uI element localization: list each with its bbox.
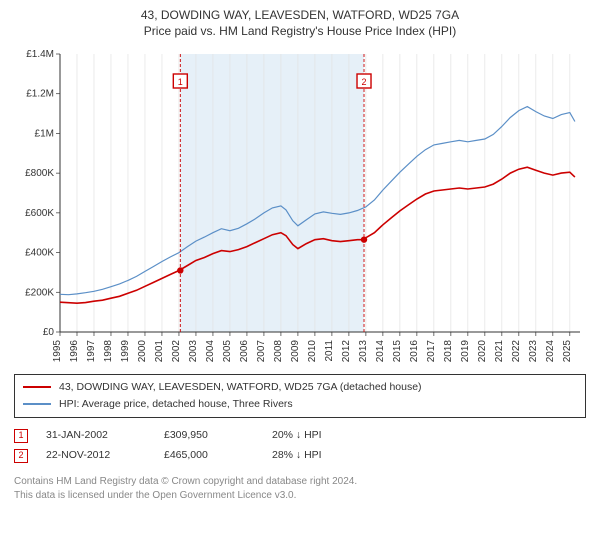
svg-text:2020: 2020 [477,340,488,363]
svg-text:2000: 2000 [137,340,148,363]
svg-text:1999: 1999 [120,340,131,363]
svg-text:1997: 1997 [86,340,97,363]
svg-text:2005: 2005 [222,340,233,363]
svg-text:£200K: £200K [25,287,54,298]
svg-text:2015: 2015 [392,340,403,363]
sale-diff: 20% ↓ HPI [272,426,362,446]
svg-text:1995: 1995 [52,340,63,363]
sale-price: £465,000 [164,446,254,466]
svg-text:£1.4M: £1.4M [26,49,54,60]
legend-row: 43, DOWDING WAY, LEAVESDEN, WATFORD, WD2… [23,379,577,396]
chart-area: 1995 1996 1997 1998 1999 2000 2001 2002 2003 2004… [14,48,586,368]
svg-text:2016: 2016 [409,340,420,363]
footer-line-2: This data is licensed under the Open Gov… [14,489,586,503]
svg-text:£0: £0 [43,327,55,338]
legend-row: HPI: Average price, detached house, Thre… [23,396,577,413]
legend-box: 43, DOWDING WAY, LEAVESDEN, WATFORD, WD2… [14,374,586,418]
legend-label: 43, DOWDING WAY, LEAVESDEN, WATFORD, WD2… [59,379,422,396]
svg-text:2009: 2009 [290,340,301,363]
svg-text:2023: 2023 [528,340,539,363]
line-chart-svg: 1995 1996 1997 1998 1999 2000 2001 2002 2003 2004… [14,48,586,368]
svg-text:2006: 2006 [239,340,250,363]
svg-text:2019: 2019 [460,340,471,363]
sale-price: £309,950 [164,426,254,446]
svg-text:£1M: £1M [35,128,54,139]
sale-date: 22-NOV-2012 [46,446,146,466]
svg-text:2011: 2011 [324,340,335,362]
svg-text:1: 1 [178,77,183,87]
legend-swatch [23,403,51,405]
svg-text:2025: 2025 [562,340,573,363]
svg-text:1996: 1996 [69,340,80,363]
svg-text:2002: 2002 [171,340,182,363]
sale-row: 2 22-NOV-2012 £465,000 28% ↓ HPI [14,446,586,466]
svg-text:2010: 2010 [307,340,318,363]
svg-text:2018: 2018 [443,340,454,363]
chart-container: 43, DOWDING WAY, LEAVESDEN, WATFORD, WD2… [0,0,600,512]
sale-marker-box: 1 [14,429,28,443]
svg-text:2007: 2007 [256,340,267,363]
svg-text:2012: 2012 [341,340,352,363]
sale-marker-box: 2 [14,449,28,463]
svg-text:1998: 1998 [103,340,114,363]
svg-text:2024: 2024 [545,340,556,363]
svg-text:£600K: £600K [25,208,54,219]
svg-text:£1.2M: £1.2M [26,89,54,100]
sale-date: 31-JAN-2002 [46,426,146,446]
title-line-2: Price paid vs. HM Land Registry's House … [14,24,586,38]
footer-attribution: Contains HM Land Registry data © Crown c… [14,475,586,502]
title-line-1: 43, DOWDING WAY, LEAVESDEN, WATFORD, WD2… [14,8,586,22]
sale-diff: 28% ↓ HPI [272,446,362,466]
svg-text:2017: 2017 [426,340,437,363]
sales-table: 1 31-JAN-2002 £309,950 20% ↓ HPI 2 22-NOV-201… [14,426,586,466]
svg-text:2021: 2021 [494,340,505,363]
legend-label: HPI: Average price, detached house, Thre… [59,396,293,413]
svg-text:2022: 2022 [511,340,522,363]
svg-text:2001: 2001 [154,340,165,363]
svg-text:2013: 2013 [358,340,369,363]
svg-text:2: 2 [362,77,367,87]
svg-text:£800K: £800K [25,168,54,179]
svg-text:2014: 2014 [375,340,386,363]
footer-line-1: Contains HM Land Registry data © Crown c… [14,475,586,489]
legend-swatch [23,386,51,388]
svg-text:£400K: £400K [25,248,54,259]
svg-text:2003: 2003 [188,340,199,363]
sale-row: 1 31-JAN-2002 £309,950 20% ↓ HPI [14,426,586,446]
svg-text:2008: 2008 [273,340,284,363]
svg-text:2004: 2004 [205,340,216,363]
